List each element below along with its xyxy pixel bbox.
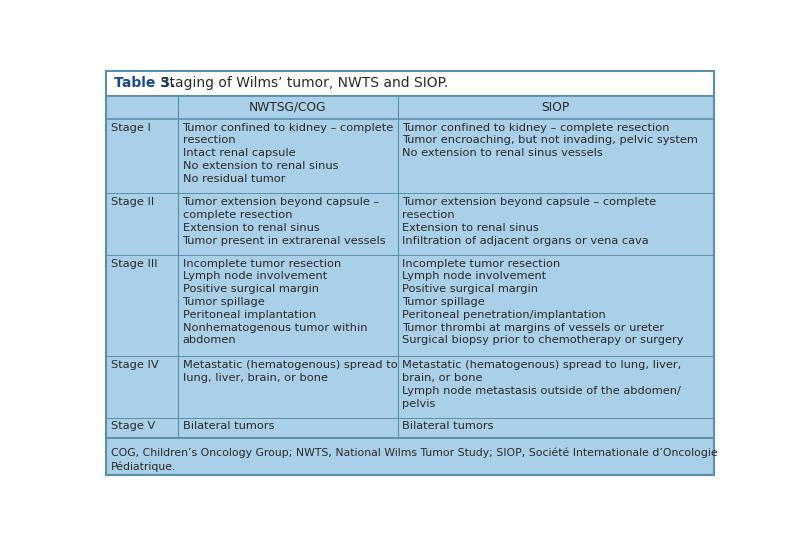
Text: NWTSG/COG: NWTSG/COG	[249, 101, 326, 114]
Bar	[106, 71, 714, 96]
Text: Tumor extension beyond capsule – complete
resection
Extension to renal sinus
Inf: Tumor extension beyond capsule – complet…	[402, 197, 657, 246]
Text: Table 3.: Table 3.	[114, 76, 175, 90]
Text: Stage II: Stage II	[111, 197, 154, 207]
Text: Stage V: Stage V	[111, 421, 155, 431]
Text: Stage III: Stage III	[111, 259, 158, 268]
Text: Stage IV: Stage IV	[111, 360, 158, 370]
Text: Bilateral tumors: Bilateral tumors	[402, 421, 494, 431]
Text: SIOP: SIOP	[542, 101, 570, 114]
Bar	[106, 71, 714, 476]
Text: Tumor confined to kidney – complete
resection
Intact renal capsule
No extension : Tumor confined to kidney – complete rese…	[182, 123, 394, 184]
Text: COG, Children’s Oncology Group; NWTS, National Wilms Tumor Study; SIOP, Société : COG, Children’s Oncology Group; NWTS, Na…	[111, 447, 718, 472]
Bar	[106, 438, 714, 476]
Text: Tumor extension beyond capsule –
complete resection
Extension to renal sinus
Tum: Tumor extension beyond capsule – complet…	[182, 197, 386, 246]
Bar	[106, 96, 714, 438]
Text: Metastatic (hematogenous) spread to
lung, liver, brain, or bone: Metastatic (hematogenous) spread to lung…	[182, 360, 398, 383]
Text: Bilateral tumors: Bilateral tumors	[182, 421, 274, 431]
Text: Incomplete tumor resection
Lymph node involvement
Positive surgical margin
Tumor: Incomplete tumor resection Lymph node in…	[402, 259, 684, 345]
Text: Tumor confined to kidney – complete resection
Tumor encroaching, but not invadin: Tumor confined to kidney – complete rese…	[402, 123, 698, 159]
Text: Incomplete tumor resection
Lymph node involvement
Positive surgical margin
Tumor: Incomplete tumor resection Lymph node in…	[182, 259, 367, 345]
Text: Staging of Wilms’ tumor, NWTS and SIOP.: Staging of Wilms’ tumor, NWTS and SIOP.	[152, 76, 448, 90]
Text: Stage I: Stage I	[111, 123, 150, 133]
Text: Metastatic (hematogenous) spread to lung, liver,
brain, or bone
Lymph node metas: Metastatic (hematogenous) spread to lung…	[402, 360, 682, 408]
